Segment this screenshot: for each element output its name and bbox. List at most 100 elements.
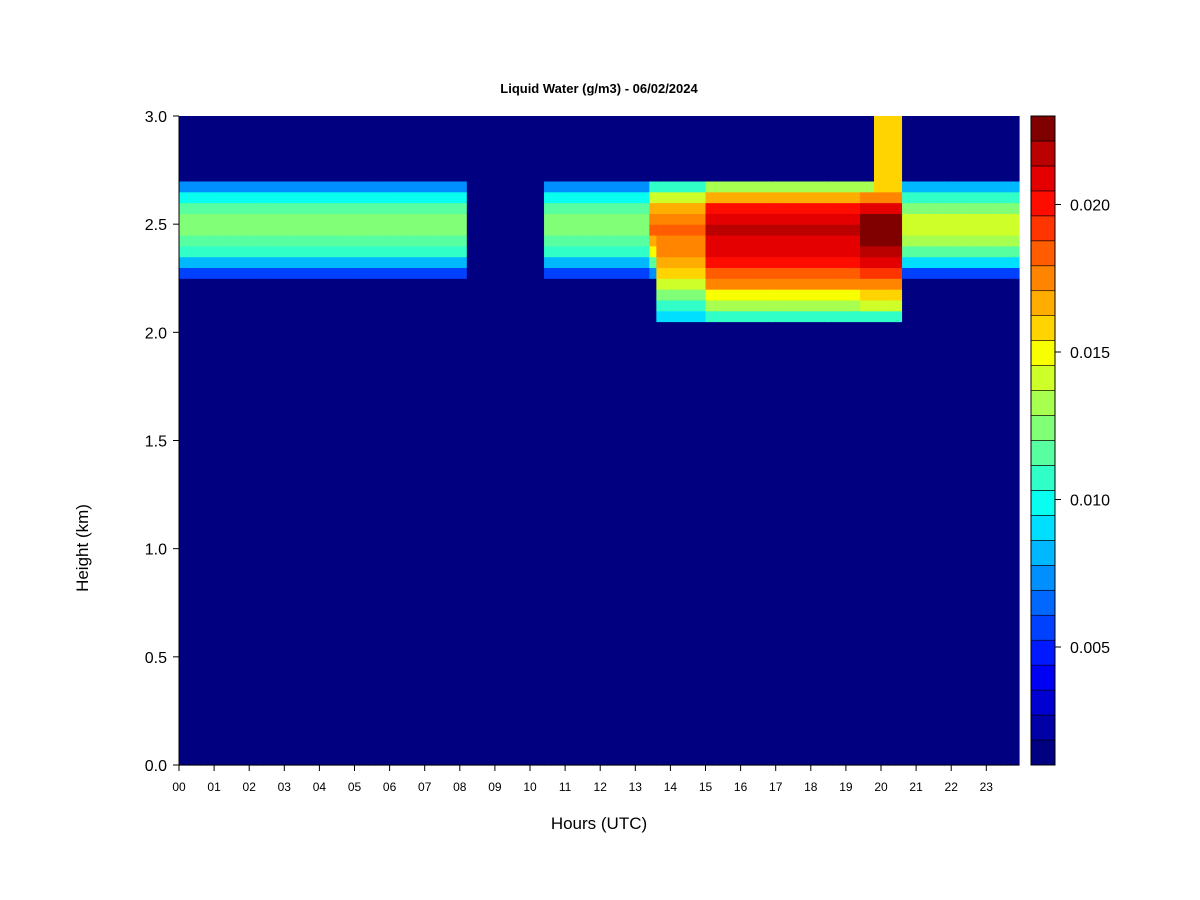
heatmap-cell [305,656,313,669]
heatmap-cell [705,429,714,442]
heatmap-cell [410,137,419,150]
heatmap-cell [235,700,243,712]
heatmap-cell [740,635,749,647]
heatmap-cell [242,710,250,723]
heatmap-cell [628,202,636,214]
heatmap-cell [642,483,650,496]
heatmap-cell [480,472,489,485]
heatmap-cell [235,386,243,398]
heatmap-cell [452,278,461,290]
heatmap-cell [221,451,229,463]
heatmap-cell [221,137,229,150]
heatmap-cell [719,494,728,506]
heatmap-cell [572,559,580,571]
heatmap-cell [501,548,510,561]
heatmap-cell [579,375,587,388]
heatmap-cell [263,375,271,388]
heatmap-cell [487,516,496,528]
heatmap-cell [312,505,320,517]
heatmap-cell [186,591,194,604]
heatmap-cell [473,267,482,279]
heatmap-cell [670,299,679,312]
plot-area [178,116,1020,766]
heatmap-cell [298,743,306,755]
heatmap-cell [494,451,503,463]
heatmap-cell [593,483,601,496]
heatmap-cell [354,451,363,463]
heatmap-cell [621,656,629,669]
heatmap-cell [593,635,601,647]
heatmap-cell [424,418,433,431]
heatmap-cell [382,397,391,409]
heatmap-cell [403,137,412,150]
heatmap-cell [740,364,749,377]
heatmap-cell [235,332,243,344]
heatmap-cell [186,721,194,734]
heatmap-cell [179,678,187,690]
heatmap-cell [396,321,405,333]
heatmap-cell [558,289,566,301]
heatmap-cell [270,429,278,442]
heatmap-cell [740,732,749,744]
heatmap-cell [494,754,503,766]
heatmap-cell [424,754,433,766]
heatmap-cell [214,353,222,366]
heatmap-cell [473,397,482,409]
heatmap-cell [410,462,419,474]
heatmap-cell [501,116,510,128]
heatmap-cell [270,375,278,388]
heatmap-cell [256,299,264,312]
heatmap-cell [501,353,510,366]
heatmap-cell [270,170,278,182]
heatmap-cell [558,299,566,312]
heatmap-cell [677,602,686,615]
heatmap-cell [326,689,335,701]
heatmap-cell [284,224,292,236]
heatmap-cell [586,397,594,409]
heatmap-cell [480,494,489,506]
heatmap-cell [537,289,545,301]
heatmap-cell [228,278,236,290]
heatmap-cell [544,418,552,431]
heatmap-cell [333,126,342,139]
heatmap-cell [424,689,433,701]
heatmap-cell [501,537,510,550]
heatmap-cell [480,256,489,269]
heatmap-cell [480,700,489,712]
heatmap-cell [417,462,426,474]
heatmap-cell [438,408,447,420]
heatmap-cell [522,689,531,701]
heatmap-cell [221,581,229,593]
heatmap-cell [354,321,363,333]
heatmap-cell [607,570,615,582]
heatmap-cell [424,353,433,366]
heatmap-cell [740,137,749,150]
heatmap-cell [193,483,201,496]
heatmap-cell [530,397,538,409]
heatmap-cell [698,667,707,680]
heatmap-cell [452,397,461,409]
heatmap-cell [649,321,657,333]
heatmap-cell [375,364,384,377]
heatmap-cell [179,516,187,528]
heatmap-cell [494,299,503,312]
heatmap-cell [740,689,749,701]
heatmap-cell [410,245,419,258]
heatmap-cell [466,472,475,485]
heatmap-cell [614,364,622,377]
heatmap-cell [473,213,482,225]
heatmap-cell [361,202,370,214]
heatmap-cell [565,289,573,301]
heatmap-cell [621,494,629,506]
heatmap-cell [410,656,419,669]
heatmap-cell [200,656,208,669]
heatmap-cell [593,418,601,431]
heatmap-cell [614,732,622,744]
heatmap-cell [193,256,201,269]
heatmap-cell [593,516,601,528]
heatmap-cell [684,278,693,290]
heatmap-cell [649,548,657,561]
heatmap-cell [565,278,573,290]
heatmap-cell [270,472,278,485]
heatmap-cell [326,159,335,171]
